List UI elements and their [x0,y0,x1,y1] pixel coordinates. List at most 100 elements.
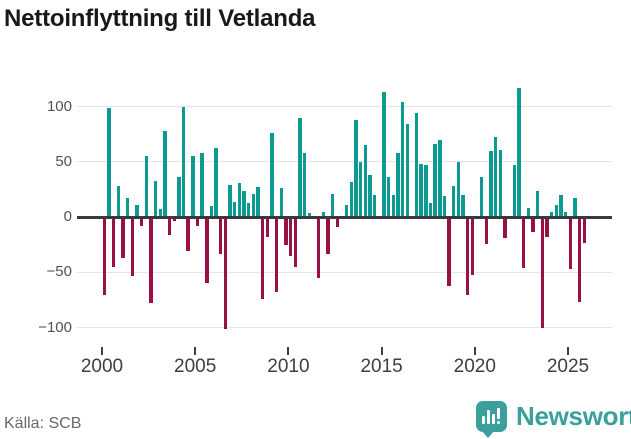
zero-baseline [77,216,612,219]
chart-title: Nettoinflyttning till Vetlanda [4,5,316,32]
bar-2013Q1 [344,205,349,218]
bar-2008Q1 [251,193,256,218]
y-axis-label: −50 [46,263,72,281]
bar-2006Q4 [228,185,232,218]
bar-2023Q1 [531,217,535,232]
newsworthy-logo[interactable]: Newsworthy [476,401,631,438]
bar-2007Q1 [233,201,237,218]
bar-2019Q2 [461,195,465,218]
bar-2014Q3 [372,195,377,218]
bar-2010Q4 [302,153,307,218]
bar-2021Q3 [503,217,507,239]
bar-2003Q4 [172,217,176,221]
bar-2005Q2 [200,153,204,218]
bar-2025Q2 [573,198,577,218]
bar-2016Q2 [405,124,409,218]
bar-2005Q1 [195,217,200,227]
bar-2006Q2 [219,217,223,254]
y-axis-label: 50 [55,152,72,170]
bar-2002Q2 [144,156,148,218]
bar-2001Q2 [125,198,130,218]
bar-2009Q1 [270,133,274,218]
x-axis-label-2020: 2020 [453,356,496,377]
bar-2016Q1 [400,102,405,218]
bar-2001Q1 [121,217,125,259]
bar-2018Q1 [438,139,442,218]
bar-2018Q3 [447,217,451,286]
bar-2015Q1 [382,92,386,218]
bar-2010Q3 [298,117,302,218]
bar-2008Q4 [265,217,270,238]
bar-2015Q4 [396,153,400,218]
bar-2022Q3 [522,217,526,269]
x-axis-tick-2025 [567,347,569,355]
bar-2022Q2 [517,87,521,218]
bar-2017Q3 [428,202,433,218]
bar-2024Q1 [549,211,554,218]
bar-2018Q2 [442,196,447,218]
bar-2011Q3 [316,217,321,278]
x-axis-tick-2005 [194,347,197,355]
bar-2006Q3 [223,217,228,329]
bar-2009Q4 [284,217,288,245]
bar-2000Q1 [102,217,106,295]
gridline-50 [77,161,612,163]
bar-2002Q4 [153,180,158,218]
bar-2023Q2 [535,190,540,218]
y-axis-label: 0 [63,208,72,226]
x-axis-label-2015: 2015 [360,356,403,377]
bar-2005Q4 [209,206,214,218]
bar-2011Q4 [321,211,325,218]
x-axis-label-2000: 2000 [80,356,124,377]
bar-2022Q1 [512,165,517,218]
bar-2009Q3 [279,188,284,218]
bar-2015Q2 [386,177,391,218]
bar-2021Q2 [498,149,503,218]
bar-2010Q1 [289,217,293,256]
bar-2018Q4 [452,186,456,218]
bar-2019Q4 [470,217,475,275]
bar-2009Q2 [275,217,279,293]
bar-2007Q4 [247,202,251,218]
bar-2005Q3 [205,217,209,284]
bar-2020Q3 [484,217,489,244]
bar-2003Q1 [158,209,162,218]
bar-2002Q1 [139,217,144,227]
bar-2025Q3 [577,217,582,303]
bar-2000Q4 [116,186,120,218]
bar-2020Q2 [480,177,484,218]
bar-2025Q4 [582,217,586,243]
bar-2020Q4 [489,150,493,218]
x-axis-tick-2015 [380,347,383,355]
gridline--50 [77,271,612,273]
bar-2008Q3 [261,217,265,299]
bar-2014Q1 [363,145,367,218]
y-axis-label: −100 [38,318,72,336]
x-axis-label-2025: 2025 [546,356,590,377]
bar-2000Q2 [107,107,111,218]
gridline--100 [77,327,612,329]
x-axis-label-2005: 2005 [174,356,217,377]
bar-2010Q2 [293,217,298,267]
bar-2013Q3 [354,119,358,218]
y-axis-label: 100 [46,97,72,115]
bar-2007Q2 [237,182,242,218]
bar-2017Q2 [424,165,428,218]
bar-2004Q1 [177,177,181,218]
bar-2024Q3 [559,195,563,218]
bar-2000Q3 [111,217,116,267]
bar-2019Q1 [456,161,461,218]
bar-2012Q1 [326,217,330,254]
bar-2021Q1 [494,136,498,218]
gridline-100 [77,106,612,108]
bar-2025Q1 [568,217,572,270]
bar-2013Q2 [349,181,353,218]
bar-2004Q4 [191,156,195,218]
bar-2003Q3 [167,217,172,235]
bar-2004Q3 [186,217,190,252]
bar-2023Q4 [545,217,549,238]
bar-2007Q3 [242,190,246,218]
newsworthy-badge-icon [476,401,507,438]
bar-2014Q2 [368,175,372,218]
